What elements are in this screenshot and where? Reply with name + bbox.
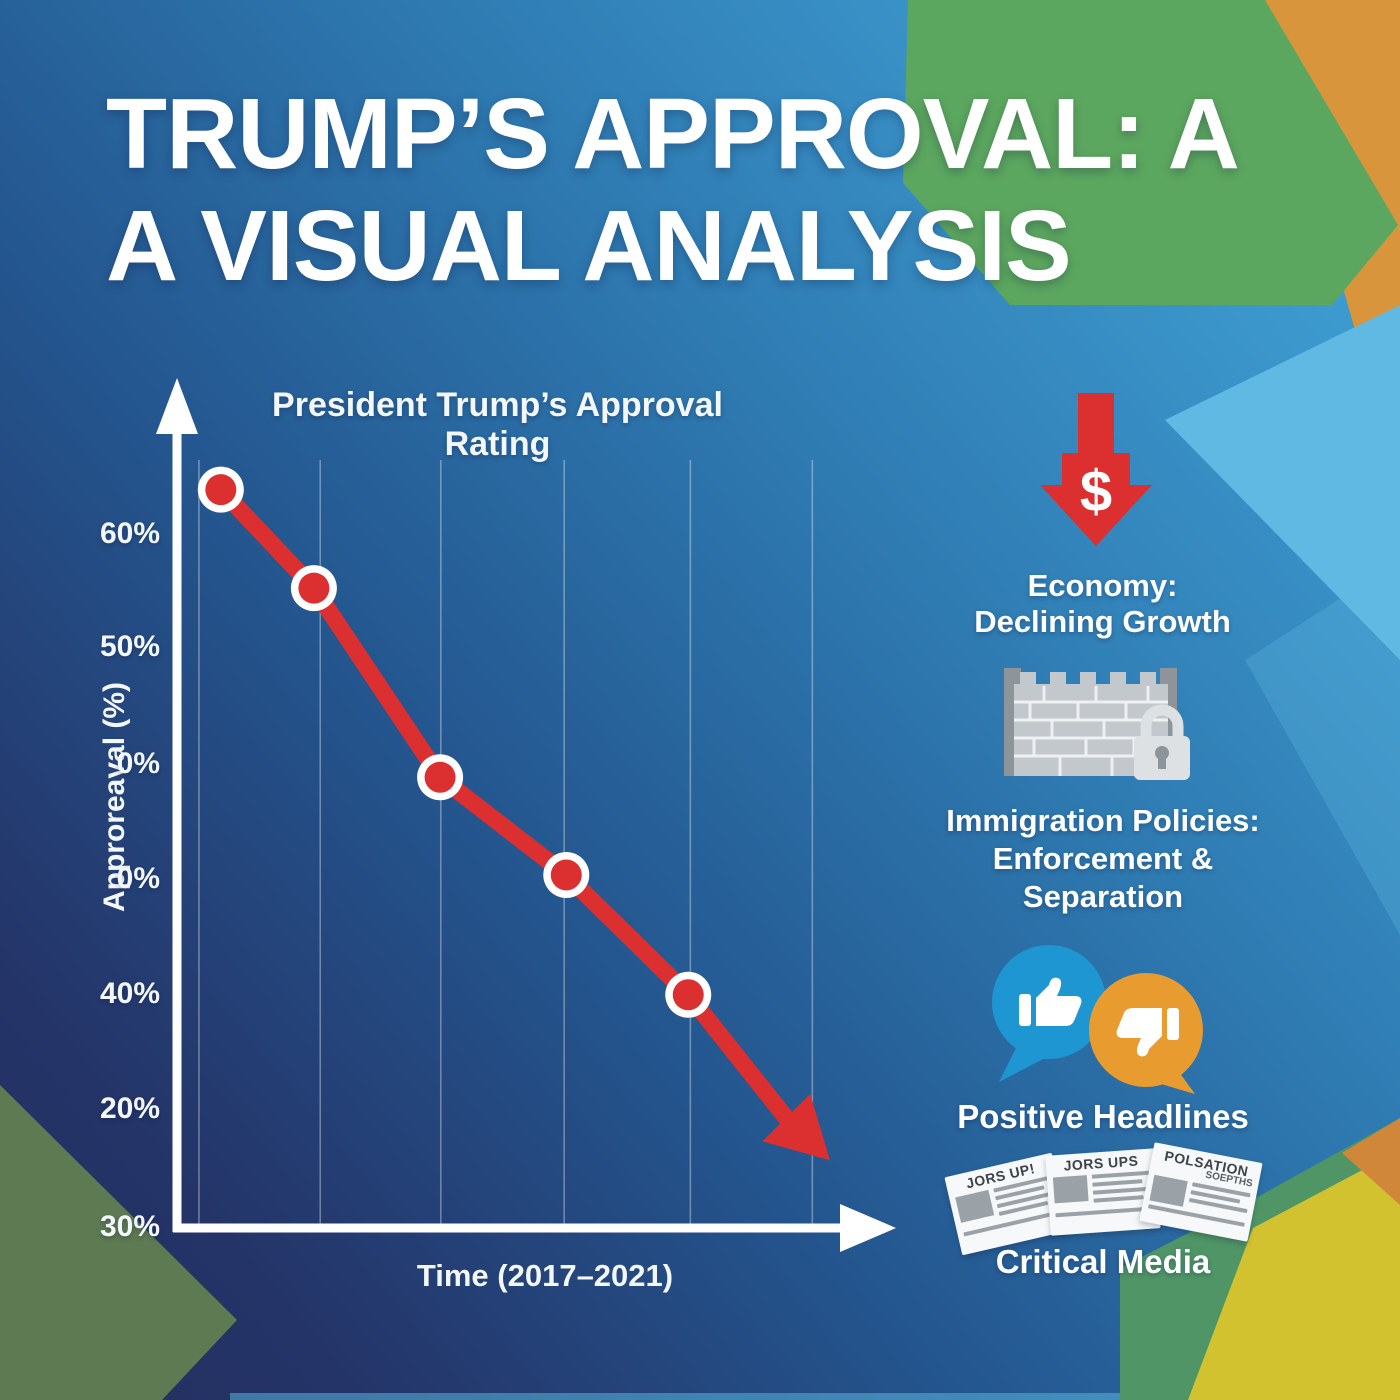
data-point bbox=[550, 859, 582, 891]
y-axis-arrowhead bbox=[156, 378, 198, 434]
dollar-down-arrow-icon: $ bbox=[1038, 393, 1154, 549]
data-point bbox=[205, 474, 237, 506]
approval-trend-line bbox=[212, 481, 799, 1131]
data-point-ring bbox=[197, 466, 244, 513]
y-tick-label: 20% bbox=[99, 1091, 160, 1125]
critical-media-label: Critical Media bbox=[995, 1243, 1211, 1280]
thumbs-down-bubble bbox=[1089, 973, 1203, 1094]
data-point bbox=[424, 761, 456, 793]
positive-headlines-label: Positive Headlines bbox=[957, 1098, 1249, 1135]
y-tick-label: 0% bbox=[116, 861, 160, 895]
y-tick-label: 0% bbox=[116, 746, 160, 780]
newspaper-photo-block bbox=[1052, 1175, 1089, 1204]
data-point-ring bbox=[543, 851, 590, 898]
dollar-sign: $ bbox=[1080, 459, 1112, 524]
immigration-label-line-2: Enforcement & bbox=[992, 841, 1214, 876]
data-point bbox=[298, 572, 330, 604]
padlock-glyph bbox=[1134, 704, 1190, 780]
data-point-ring bbox=[417, 754, 464, 801]
data-point-ring bbox=[665, 971, 712, 1018]
border-wall-lock-icon bbox=[1000, 662, 1196, 782]
thumbs-up-down-bubbles-icon bbox=[983, 942, 1215, 1094]
economy-label: Economy: Declining Growth bbox=[945, 568, 1260, 640]
y-tick-label: 50% bbox=[99, 630, 160, 664]
x-axis-label: Time (2017–2021) bbox=[416, 1258, 674, 1293]
bottom-edge-strip bbox=[230, 1393, 1120, 1400]
page-title: TRUMP’S APPROVAL: A A VISUAL ANALYSIS bbox=[106, 78, 1326, 302]
trend-arrowhead bbox=[762, 1094, 830, 1161]
newspaper-2-headline: JORS UPS bbox=[1063, 1152, 1139, 1174]
thumbs-up-bubble bbox=[992, 945, 1106, 1082]
page-title-line-2: A VISUAL ANALYSIS bbox=[106, 190, 1072, 302]
economy-label-line-1: Economy: bbox=[1027, 568, 1178, 603]
chart-title: President Trump’s Approval Rating bbox=[272, 386, 723, 463]
newspaper-photo-block bbox=[955, 1189, 995, 1223]
page-title-line-1: TRUMP’S APPROVAL: A bbox=[106, 78, 1240, 190]
newspapers-icon: JORS UP! JORS UPS POLSATION SOEPTHS bbox=[944, 1142, 1284, 1256]
data-point bbox=[672, 979, 704, 1011]
data-point-ring bbox=[290, 565, 337, 612]
newspaper-2: JORS UPS bbox=[1045, 1148, 1161, 1236]
x-axis-arrowhead bbox=[840, 1204, 896, 1252]
immigration-label: Immigration Policies: Enforcement & Sepa… bbox=[928, 802, 1278, 916]
newspaper-photo-block bbox=[1149, 1174, 1188, 1207]
y-tick-label: 40% bbox=[99, 976, 160, 1010]
immigration-label-line-1: Immigration Policies: bbox=[946, 803, 1260, 838]
immigration-label-line-3: Separation bbox=[1022, 879, 1184, 914]
y-tick-label: 60% bbox=[99, 516, 160, 550]
y-tick-label: 30% bbox=[99, 1210, 160, 1243]
y-axis-label: Approreaval (%) bbox=[98, 681, 131, 913]
economy-label-line-2: Declining Growth bbox=[974, 604, 1231, 639]
down-arrow-glyph bbox=[1040, 393, 1152, 546]
